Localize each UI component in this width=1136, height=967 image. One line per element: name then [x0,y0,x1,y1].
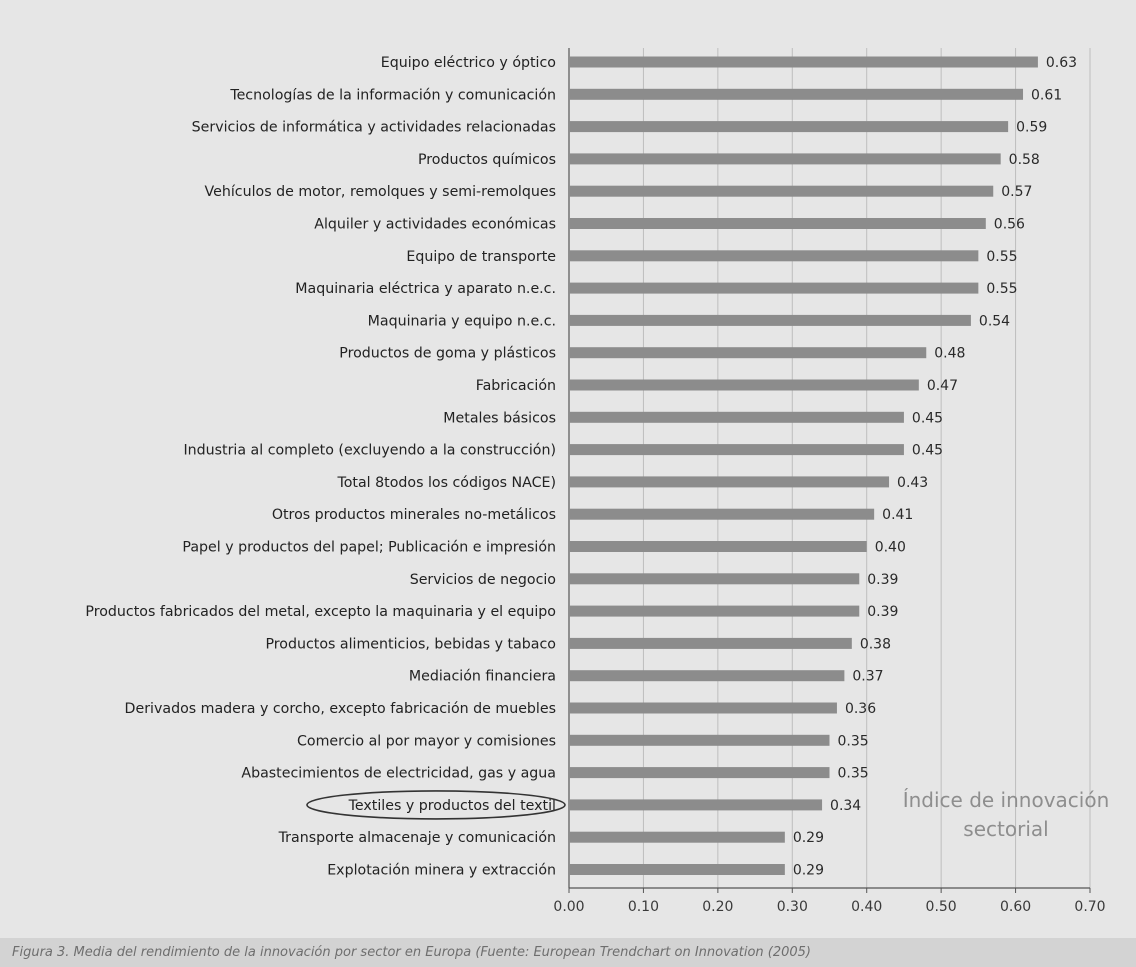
bar [569,444,904,456]
category-label: Maquinaria y equipo n.e.c. [368,313,556,329]
value-labels: 0.63 0.61 0.59 0.58 0.57 0.56 0.55 0.55 0.54 0.48… [793,55,1077,879]
value-label: 0.59 [1016,120,1047,136]
bar [569,799,823,811]
category-label: Fabricación [476,378,556,394]
bar [569,314,971,326]
bar [569,476,890,488]
bar [569,573,860,585]
bar [569,185,994,197]
x-tick-label: 0.20 [702,899,733,915]
value-label: 0.58 [1009,152,1040,168]
chart-title-line-2: sectorial [963,817,1049,841]
category-label: Servicios de negocio [410,572,556,588]
value-label: 0.55 [986,281,1017,297]
bar [569,379,919,391]
x-axis-ticks: 0.00 0.10 0.20 0.30 0.40 0.50 0.60 0.70 [553,888,1106,915]
bar [569,121,1009,133]
value-label: 0.39 [867,572,898,588]
value-label: 0.48 [934,346,965,362]
bar [569,702,837,714]
category-label: Explotación minera y extracción [327,863,556,879]
category-label: Maquinaria eléctrica y aparato n.e.c. [295,281,556,297]
x-tick-label: 0.50 [926,899,957,915]
value-label: 0.45 [912,410,943,426]
category-label: Textiles y productos del textil [348,798,556,814]
bars [569,56,1038,875]
category-label: Equipo eléctrico y óptico [381,55,556,71]
value-label: 0.38 [860,636,891,652]
category-label: Productos de goma y plásticos [339,346,556,362]
value-label: 0.29 [793,863,824,879]
x-tick-label: 0.60 [1000,899,1031,915]
value-label: 0.34 [830,798,861,814]
chart-title-line-1: Índice de innovación [902,788,1110,812]
value-label: 0.54 [979,313,1010,329]
x-tick-label: 0.30 [777,899,808,915]
x-tick-label: 0.40 [851,899,882,915]
bar [569,218,986,229]
highlight-ellipse [306,790,566,820]
bar [569,508,875,520]
value-label: 0.47 [927,378,958,394]
category-label: Productos químicos [418,152,556,168]
category-label: Productos alimenticios, bebidas y tabaco [265,636,556,652]
bar [569,250,979,262]
x-tick-label: 0.70 [1074,899,1105,915]
bar [569,864,785,875]
value-label: 0.45 [912,443,943,459]
x-tick-label: 0.10 [628,899,659,915]
value-label: 0.57 [1001,184,1032,200]
chart-title: Índice de innovación sectorial [886,786,1126,844]
value-label: 0.55 [986,249,1017,265]
value-label: 0.63 [1046,55,1077,71]
bar [569,605,860,617]
bar [569,347,927,359]
category-label: Abastecimientos de electricidad, gas y a… [241,766,556,782]
category-label: Tecnologías de la información y comunica… [229,87,556,103]
bar [569,637,852,649]
x-tick-label: 0.00 [553,899,584,915]
category-label: Industria al completo (excluyendo a la c… [183,443,556,459]
caption-bar [0,938,1136,967]
category-label: Alquiler y actividades económicas [314,217,556,233]
value-label: 0.29 [793,830,824,846]
value-label: 0.40 [875,540,906,556]
value-label: 0.56 [994,217,1025,233]
category-label: Comercio al por mayor y comisiones [297,733,556,749]
value-label: 0.39 [867,604,898,620]
value-label: 0.43 [897,475,928,491]
value-label: 0.35 [838,766,869,782]
category-label: Equipo de transporte [406,249,556,265]
value-label: 0.37 [852,669,883,685]
category-label: Metales básicos [443,410,556,426]
category-labels: Equipo eléctrico y óptico Tecnologías de … [85,55,556,879]
category-label: Papel y productos del papel; Publicación… [182,540,556,556]
bar [569,831,785,843]
bar [569,734,830,746]
category-label: Total 8todos los códigos NACE) [336,475,556,491]
category-label: Productos fabricados del metal, excepto … [85,604,556,620]
value-label: 0.36 [845,701,876,717]
category-label: Servicios de informática y actividades r… [192,120,556,136]
category-label: Vehículos de motor, remolques y semi-rem… [205,184,556,200]
bar [569,282,979,294]
bar [569,153,1001,165]
category-label: Otros productos minerales no-metálicos [272,507,556,523]
category-label: Mediación financiera [409,669,556,685]
figure-caption: Figura 3. Media del rendimiento de la in… [12,945,812,960]
bar [569,88,1024,100]
value-label: 0.35 [838,733,869,749]
bar [569,541,867,552]
bar [569,56,1038,68]
category-label: Transporte almacenaje y comunicación [278,830,556,846]
category-label: Derivados madera y corcho, excepto fabri… [125,701,556,717]
bar [569,767,830,779]
value-label: 0.41 [882,507,913,523]
value-label: 0.61 [1031,87,1062,103]
bar [569,670,845,682]
bar [569,411,904,423]
